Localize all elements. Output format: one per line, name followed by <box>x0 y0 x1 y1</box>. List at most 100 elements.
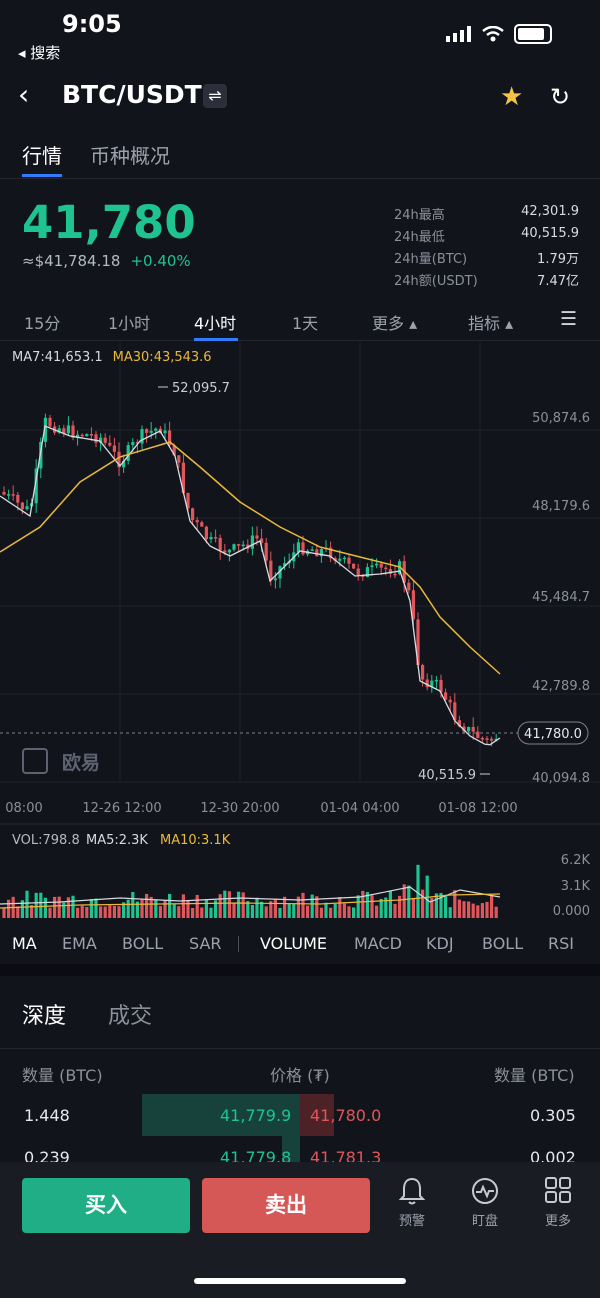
candle-body <box>71 425 75 438</box>
candle-body <box>388 569 392 574</box>
period-1d[interactable]: 1天 <box>292 314 319 333</box>
period-4h[interactable]: 4小时 <box>194 314 237 333</box>
volume-axis-label: 6.2K <box>561 853 591 868</box>
volume-bar <box>177 906 181 918</box>
volume-bar <box>287 903 291 918</box>
signal-icon <box>446 26 471 42</box>
indicator-ema[interactable]: EMA <box>62 934 97 953</box>
swap-pair-icon[interactable]: ⇌ <box>203 84 227 108</box>
volume-bar <box>301 892 305 918</box>
candle-body <box>126 445 130 461</box>
price-axis-label: 48,179.6 <box>532 499 590 514</box>
volume-bar <box>108 905 112 918</box>
period-15m[interactable]: 15分 <box>24 314 61 333</box>
volume-bar <box>490 895 494 918</box>
candle-body <box>269 560 273 581</box>
volume-bar <box>476 905 480 918</box>
bell-icon <box>382 1176 442 1210</box>
volume-ma10-line <box>0 893 501 909</box>
candle-body <box>421 665 425 680</box>
depth-tabs <box>0 976 600 1049</box>
price-axis-label: 40,094.8 <box>532 771 590 786</box>
candle-body <box>411 590 415 620</box>
tab-active-underline <box>22 174 62 177</box>
indicator-boll-main[interactable]: BOLL <box>122 934 164 953</box>
volume-bar <box>448 907 452 918</box>
candle-body <box>241 544 245 547</box>
volume-bar <box>53 896 57 918</box>
price-sub: ≈$41,784.18 +0.40% <box>22 252 191 270</box>
candle-body <box>218 537 222 551</box>
volume-ma10-label: MA10:3.1K <box>160 833 231 848</box>
wifi-icon <box>482 26 504 42</box>
indicator-menu[interactable]: 指标 ▴ <box>468 314 514 333</box>
volume-bar <box>154 899 158 918</box>
volume-axis-label: 0.000 <box>553 904 590 919</box>
header-bid-qty: 数量 (BTC) <box>22 1066 103 1085</box>
candlestick-chart[interactable]: 50,874.6 48,179.6 45,484.7 42,789.8 40,094.8… <box>0 342 600 924</box>
candle-body <box>457 720 461 727</box>
indicator-volume[interactable]: VOLUME <box>260 934 327 953</box>
tab-coin-overview[interactable]: 币种概况 <box>90 144 170 168</box>
period-1h[interactable]: 1小时 <box>108 314 151 333</box>
share-refresh-icon[interactable]: ↻ <box>550 83 571 111</box>
volume-bar <box>329 907 333 918</box>
indicator-divider <box>238 936 239 952</box>
volume-bar <box>237 891 241 918</box>
sell-button[interactable]: 卖出 <box>202 1178 370 1233</box>
price-axis-label: 50,874.6 <box>532 411 590 426</box>
ma7-label: MA7:41,653.1 <box>12 350 103 365</box>
volume-bar <box>384 897 388 918</box>
volume-bar <box>347 906 351 918</box>
indicator-rsi[interactable]: RSI <box>548 934 574 953</box>
indicator-ma[interactable]: MA <box>12 934 37 953</box>
volume-bar <box>218 894 222 918</box>
volume-axis-label: 3.1K <box>561 879 591 894</box>
volume-bar <box>62 902 66 918</box>
candle-body <box>329 547 333 559</box>
candle-body <box>255 535 259 539</box>
volume-bar <box>172 904 176 918</box>
indicator-kdj[interactable]: KDJ <box>426 934 454 953</box>
candle-body <box>214 537 218 539</box>
tab-trades[interactable]: 成交 <box>108 1004 153 1029</box>
period-more[interactable]: 更多 ▴ <box>372 314 418 333</box>
battery-icon <box>514 24 552 44</box>
buy-button[interactable]: 买入 <box>22 1178 190 1233</box>
volume-bar <box>319 907 323 918</box>
orderbook-row[interactable]: 1.448 41,779.9 41,780.0 0.305 <box>0 1094 600 1136</box>
candle-body <box>163 430 167 434</box>
pair-title[interactable]: BTC/USDT <box>62 80 202 109</box>
indicator-sar[interactable]: SAR <box>189 934 222 953</box>
status-icons <box>446 24 552 44</box>
alert-button[interactable]: 预警 <box>382 1176 442 1229</box>
candle-body <box>379 563 383 568</box>
candle-body <box>490 738 494 741</box>
indicator-boll-sub[interactable]: BOLL <box>482 934 524 953</box>
candle-body <box>338 558 342 561</box>
back-to-search-link[interactable]: ◂ 搜索 <box>18 44 61 62</box>
candle-body <box>260 538 264 543</box>
candle-body <box>425 679 429 688</box>
candle-body <box>16 494 20 503</box>
watermark-logo: 欧易 <box>62 752 101 774</box>
candle-body <box>462 726 466 732</box>
stat-row: 24h量(BTC) 1.79万 <box>394 248 579 270</box>
chart-settings-icon[interactable]: ☰ <box>560 308 578 330</box>
favorite-star-icon[interactable]: ★ <box>500 82 524 112</box>
volume-ma5-label: MA5:2.3K <box>86 833 148 848</box>
candle-body <box>181 462 185 494</box>
tab-market[interactable]: 行情 <box>22 144 62 168</box>
tab-depth[interactable]: 深度 <box>22 1004 67 1029</box>
volume-bar <box>324 902 328 918</box>
candle-body <box>467 727 471 732</box>
watch-button[interactable]: 盯盘 <box>455 1176 515 1229</box>
indicator-macd[interactable]: MACD <box>354 934 402 953</box>
volume-bar <box>43 897 47 918</box>
expand-icon[interactable] <box>22 748 48 774</box>
back-chevron-icon[interactable]: ‹ <box>18 78 30 111</box>
candle-body <box>439 679 443 693</box>
more-label: 更多 <box>544 1214 571 1229</box>
more-button[interactable]: 更多 <box>528 1176 588 1229</box>
candle-body <box>237 544 241 546</box>
